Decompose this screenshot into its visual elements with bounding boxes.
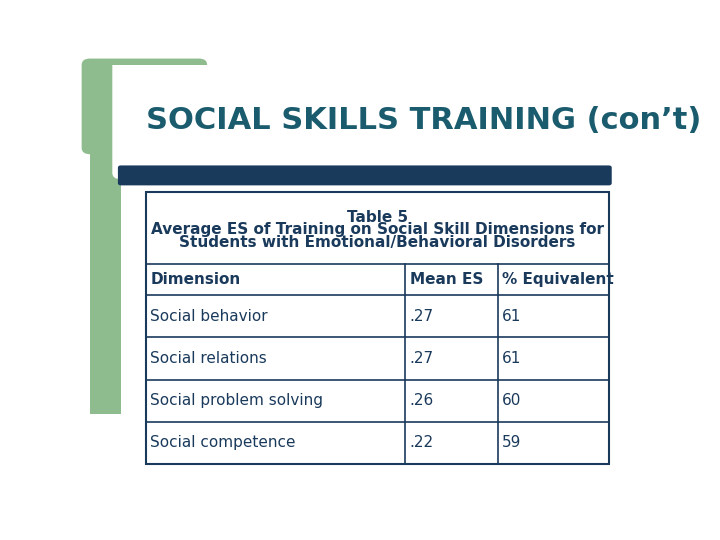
Text: Mean ES: Mean ES: [410, 272, 483, 287]
Text: % Equivalent: % Equivalent: [503, 272, 614, 287]
Text: .22: .22: [410, 435, 433, 450]
Text: SOCIAL SKILLS TRAINING (con’t): SOCIAL SKILLS TRAINING (con’t): [145, 106, 701, 136]
Text: Table 5: Table 5: [347, 210, 408, 225]
Text: 59: 59: [503, 435, 521, 450]
Text: Average ES of Training on Social Skill Dimensions for: Average ES of Training on Social Skill D…: [151, 222, 604, 237]
Text: Dimension: Dimension: [150, 272, 240, 287]
Bar: [90, 125, 121, 414]
Text: Social behavior: Social behavior: [150, 309, 268, 323]
Text: .27: .27: [410, 351, 433, 366]
Text: .26: .26: [410, 393, 434, 408]
Text: 60: 60: [503, 393, 521, 408]
Text: Students with Emotional/Behavioral Disorders: Students with Emotional/Behavioral Disor…: [179, 235, 575, 250]
Bar: [145, 192, 609, 464]
FancyBboxPatch shape: [112, 58, 631, 179]
FancyBboxPatch shape: [118, 165, 612, 185]
Text: Social problem solving: Social problem solving: [150, 393, 323, 408]
Text: Social competence: Social competence: [150, 435, 296, 450]
Text: Social relations: Social relations: [150, 351, 267, 366]
Text: 61: 61: [503, 351, 521, 366]
Text: 61: 61: [503, 309, 521, 323]
Text: .27: .27: [410, 309, 433, 323]
FancyBboxPatch shape: [81, 58, 207, 154]
